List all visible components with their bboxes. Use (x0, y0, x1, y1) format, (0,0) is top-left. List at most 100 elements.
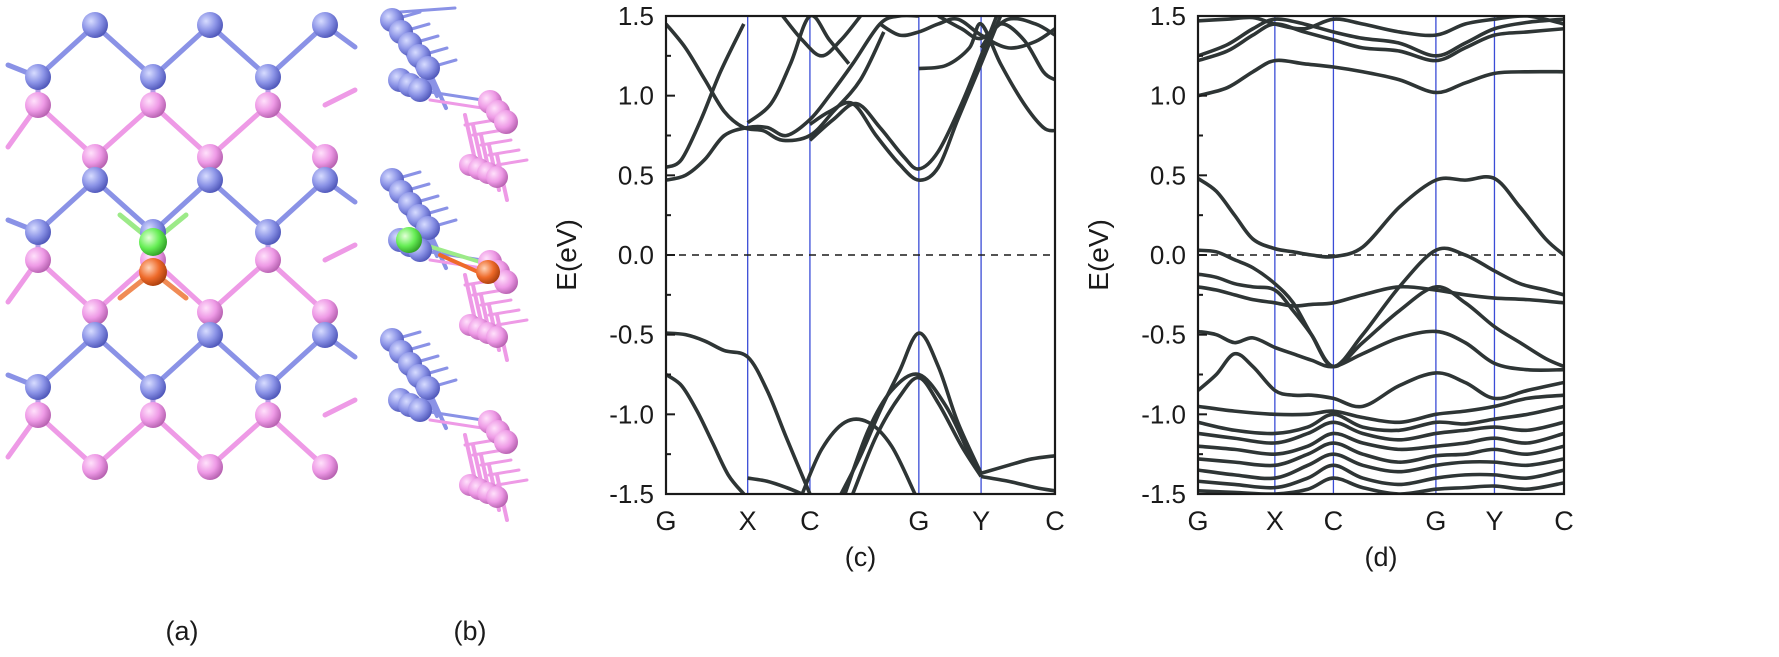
side-bond (463, 273, 477, 322)
side-bond (463, 433, 477, 482)
atom (312, 12, 338, 38)
side-bond (487, 148, 521, 157)
band-line-v9 (747, 476, 803, 494)
atom (255, 402, 281, 428)
atom (25, 219, 51, 245)
atom (255, 64, 281, 90)
band-line-b3 (1198, 272, 1564, 369)
kpoint-label: G (1425, 506, 1446, 536)
atom (82, 454, 108, 480)
side-bond (487, 468, 521, 477)
panel-a-label: (a) (166, 616, 199, 646)
y-tick-label: 0.5 (1150, 160, 1186, 190)
atom (82, 167, 108, 193)
kpoint-label: C (1045, 506, 1065, 536)
band-line-b11 (1198, 441, 1564, 468)
kpoint-label: G (655, 506, 676, 536)
side-atom (486, 326, 508, 348)
atom (25, 92, 51, 118)
y-tick-label: -1.5 (1141, 479, 1186, 509)
atom (25, 64, 51, 90)
atom (140, 92, 166, 118)
atom (82, 144, 108, 170)
side-atom (416, 56, 440, 80)
atom (25, 247, 51, 273)
atom (255, 219, 281, 245)
band-line-v1 (666, 331, 812, 494)
panel-label: (d) (1365, 542, 1398, 572)
band-line-c4 (808, 16, 1003, 182)
side-bond (479, 138, 513, 147)
band-line-b8 (1198, 404, 1564, 436)
band-line-b17 (1198, 17, 1564, 58)
side-atom (416, 216, 440, 240)
side-atom (408, 398, 432, 422)
atom (312, 322, 338, 348)
band-line-b5 (1198, 329, 1564, 372)
band-line-b10 (1198, 431, 1564, 456)
y-tick-label: 0.0 (618, 240, 654, 270)
side-atom (494, 430, 518, 454)
structure-side-view (380, 6, 529, 522)
atom (140, 402, 166, 428)
atom (139, 228, 167, 256)
band-line-c6 (746, 16, 851, 125)
bands (1198, 16, 1564, 494)
atom (82, 12, 108, 38)
atom-bond (322, 242, 358, 263)
side-bond (495, 158, 529, 167)
y-tick-label: 0.0 (1150, 240, 1186, 270)
atom (140, 374, 166, 400)
atom (82, 299, 108, 325)
atom (312, 454, 338, 480)
y-tick-label: 1.5 (618, 1, 654, 31)
atom-bond (322, 87, 358, 108)
side-bond (463, 113, 477, 162)
bands (666, 16, 1055, 494)
band-line-v8 (980, 474, 1055, 493)
y-tick-label: 1.0 (618, 81, 654, 111)
atom (25, 402, 51, 428)
y-axis-label: E(eV) (551, 219, 582, 291)
atom (312, 144, 338, 170)
side-atoms (380, 8, 518, 508)
y-tick-label: -1.0 (609, 399, 654, 429)
band-line-b1 (1198, 175, 1564, 259)
atom (197, 299, 223, 325)
kpoint-label: Y (1485, 506, 1503, 536)
atom-bond (322, 397, 358, 418)
side-atom (494, 110, 518, 134)
y-tick-label: -0.5 (609, 320, 654, 350)
y-axis-label: E(eV) (1083, 219, 1114, 291)
band-line-c11 (781, 16, 862, 58)
band-line-b2 (1198, 246, 1564, 369)
side-atom (476, 260, 500, 284)
side-atom (396, 227, 422, 253)
side-atom (486, 486, 508, 508)
structure-top-view (5, 12, 358, 480)
kpoint-label: Y (972, 506, 990, 536)
band-line-b15 (1198, 58, 1564, 98)
band-line-b18 (1198, 16, 1564, 38)
band-line-b12 (1198, 452, 1564, 481)
side-bond (487, 308, 521, 317)
atoms (25, 12, 338, 480)
band-line-v5 (851, 375, 983, 494)
band-line-v7 (980, 453, 1055, 476)
band-line-v3 (839, 331, 983, 494)
side-atom (408, 78, 432, 102)
band-line-c9 (878, 16, 1055, 50)
kpoint-label: C (1324, 506, 1344, 536)
atom (197, 454, 223, 480)
side-bond (479, 298, 513, 307)
kpoint-label: X (1266, 506, 1284, 536)
band-line-b6 (1198, 351, 1564, 409)
side-atom (486, 166, 508, 188)
band-line-b4 (1198, 284, 1564, 308)
kpoint-label: C (800, 506, 820, 536)
band-line-v6 (800, 417, 917, 494)
band-structure-chart-c: 1.51.00.50.0-0.5-1.0-1.5G X C G Y CE(eV)(c) (551, 1, 1065, 572)
bonds (5, 22, 358, 470)
atom (82, 322, 108, 348)
